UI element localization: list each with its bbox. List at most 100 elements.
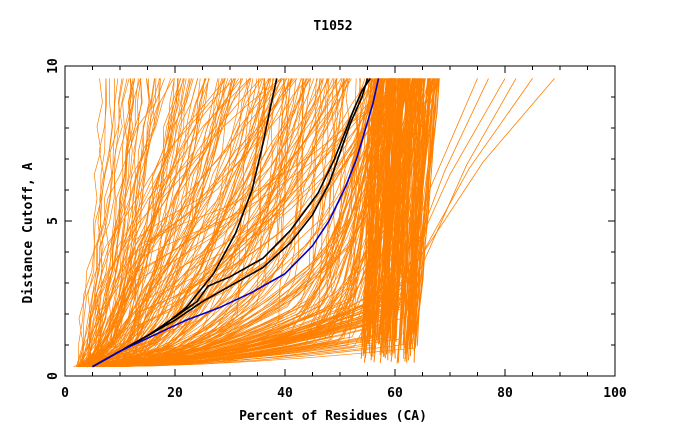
model-curve <box>118 78 318 368</box>
model-curve <box>83 78 113 367</box>
model-curve <box>77 78 185 367</box>
model-curve <box>118 78 304 368</box>
x-axis-label: Percent of Residues (CA) <box>239 409 427 424</box>
model-curve <box>101 78 373 368</box>
model-curve <box>86 78 478 368</box>
model-curve <box>88 78 379 368</box>
model-curve <box>403 78 426 360</box>
model-curve <box>112 78 324 368</box>
model-curve <box>80 78 172 367</box>
model-curve <box>80 78 315 368</box>
model-curve <box>368 78 391 337</box>
model-curve <box>83 78 274 368</box>
model-curve <box>94 78 254 368</box>
model-curve <box>91 78 207 367</box>
x-tick-label: 60 <box>387 386 403 401</box>
model-curve <box>94 78 194 367</box>
axis-ticks: 0 20 40 60 80 100 0 5 10 <box>46 58 627 401</box>
model-curve <box>87 78 135 367</box>
model-curve <box>84 78 150 367</box>
model-curve <box>113 78 232 367</box>
model-curve <box>383 78 392 323</box>
model-curve <box>124 78 404 368</box>
model-curve <box>106 78 250 368</box>
model-curve <box>84 78 161 367</box>
model-curve <box>120 78 403 367</box>
model-curve <box>362 78 375 333</box>
y-tick-label: 0 <box>46 372 61 380</box>
model-curve <box>92 78 422 368</box>
model-curve <box>80 78 143 367</box>
model-curve <box>91 78 175 367</box>
model-curve <box>104 78 338 368</box>
model-curve <box>122 78 349 368</box>
model-curve <box>91 78 311 368</box>
model-curve <box>119 78 328 368</box>
model-curve <box>76 78 284 367</box>
highlighted-curves <box>92 77 380 368</box>
model-curve <box>94 78 175 367</box>
model-curve <box>88 78 304 368</box>
model-curve <box>76 78 250 368</box>
model-curve <box>87 78 322 368</box>
model-curve <box>83 78 198 367</box>
model-curve <box>78 78 251 367</box>
x-tick-label: 0 <box>61 386 69 401</box>
model-curve <box>91 78 206 368</box>
model-curve <box>86 78 130 367</box>
model-curve <box>113 78 391 368</box>
model-curve <box>80 78 290 368</box>
model-curve <box>84 78 260 368</box>
x-tick-label: 40 <box>277 386 293 401</box>
model-curve <box>363 78 373 340</box>
y-tick-label: 5 <box>46 217 61 225</box>
model-curve <box>87 78 191 367</box>
series-line <box>92 77 371 368</box>
model-curve <box>87 78 141 367</box>
model-curve <box>81 78 124 367</box>
model-curve <box>78 78 128 367</box>
model-curve <box>412 78 420 335</box>
model-curve <box>91 78 220 367</box>
model-curve <box>79 78 134 367</box>
model-curve <box>362 78 377 323</box>
model-curve <box>102 78 322 368</box>
model-curve <box>387 78 405 328</box>
model-curve <box>407 78 432 345</box>
model-curve <box>78 78 165 367</box>
model-curve <box>103 78 292 368</box>
model-curve <box>108 78 431 368</box>
y-tick-label: 10 <box>46 58 61 74</box>
model-curve <box>129 78 384 368</box>
model-curve <box>85 78 325 368</box>
x-tick-label: 100 <box>603 386 627 401</box>
model-curve <box>81 78 267 368</box>
model-curve <box>374 78 396 343</box>
model-curve <box>390 78 417 362</box>
model-curve <box>127 78 271 367</box>
model-curve <box>89 78 156 367</box>
series-line <box>92 78 380 368</box>
model-curve <box>89 78 272 368</box>
model-curve <box>365 78 384 322</box>
x-tick-label: 80 <box>497 386 513 401</box>
model-curve <box>408 78 429 324</box>
y-axis-label: Distance Cutoff, A <box>21 162 36 303</box>
model-curve <box>89 78 338 368</box>
model-curve <box>87 78 227 367</box>
model-curve <box>105 78 348 368</box>
model-curve <box>413 78 431 331</box>
model-curve <box>103 78 282 368</box>
model-curve <box>408 78 418 361</box>
background-curves <box>73 78 555 368</box>
model-curve <box>107 78 233 367</box>
chart-title: T1052 <box>313 19 352 34</box>
model-curve <box>382 78 403 354</box>
model-curve <box>362 78 390 357</box>
model-curve <box>80 78 307 368</box>
model-curve <box>84 78 174 367</box>
x-tick-label: 20 <box>167 386 183 401</box>
model-curve <box>94 78 193 367</box>
model-curve <box>88 78 116 367</box>
